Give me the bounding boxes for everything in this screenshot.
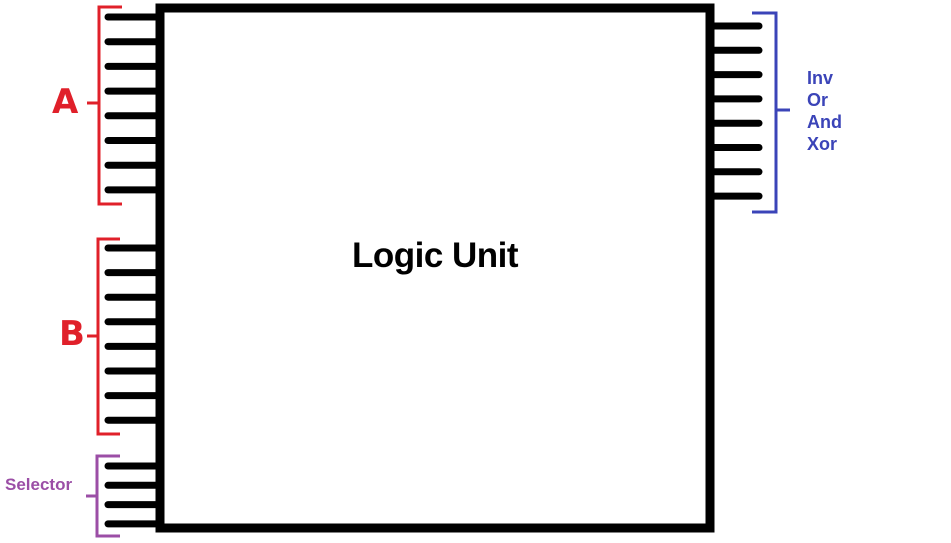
input-a-bracket [87,5,122,206]
output-pins [706,22,763,200]
input-b-label: B [59,314,85,354]
selector-pins [104,462,164,528]
input-a-pins [104,13,164,194]
output-label-or: Or [807,90,829,110]
selector-bracket [86,454,120,538]
block-title: Logic Unit [351,236,519,275]
output-label-and: And [807,112,842,132]
output-bracket [752,11,790,214]
input-b-pins [104,244,164,424]
input-a-label: A [52,82,79,122]
output-labels: Inv Or And Xor [807,67,842,155]
output-label-inv: Inv [807,68,834,88]
logic-unit-block [155,3,715,533]
selector-label: Selector [5,475,73,494]
input-b-bracket [87,237,120,436]
output-label-xor: Xor [807,134,838,154]
